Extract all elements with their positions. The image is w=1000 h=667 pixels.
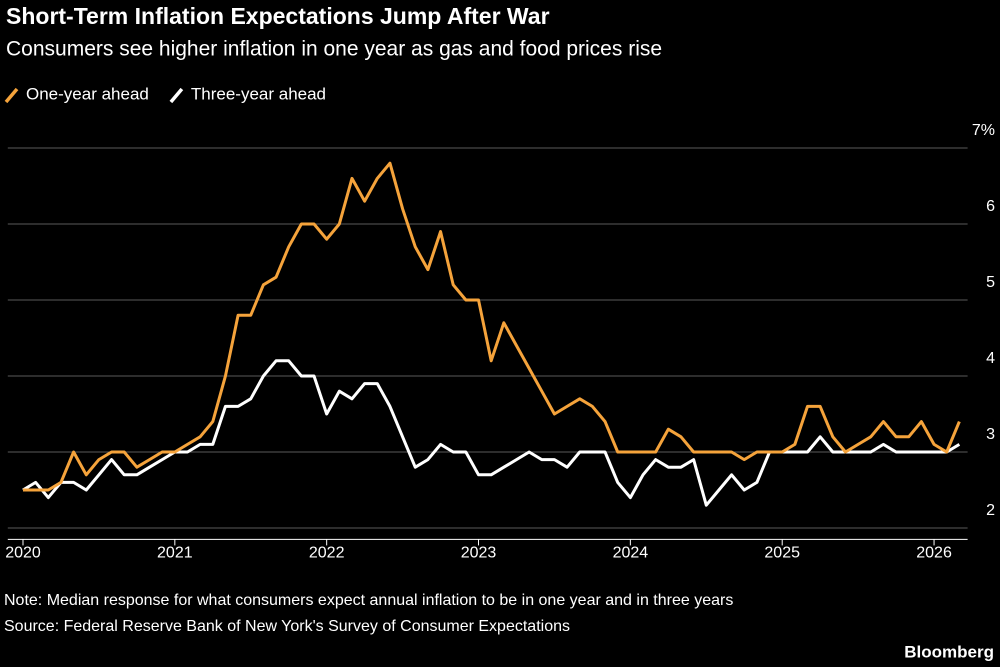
y-tick-label: 4 [986,350,995,367]
legend-label: One-year ahead [26,84,149,103]
y-tick-label: 3 [986,426,995,443]
credit: Bloomberg [904,642,994,661]
legend-label: Three-year ahead [191,84,326,103]
x-tick-label: 2021 [157,545,193,562]
chart-subtitle: Consumers see higher inflation in one ye… [6,38,662,61]
x-tick-label: 2025 [764,545,800,562]
chart-title: Short-Term Inflation Expectations Jump A… [6,3,550,29]
x-tick-label: 2026 [916,545,952,562]
x-tick-label: 2022 [309,545,345,562]
y-tick-label: 6 [986,198,995,215]
note: Note: Median response for what consumers… [4,592,733,609]
y-tick-label: 2 [986,502,995,519]
source: Source: Federal Reserve Bank of New York… [4,618,570,635]
legend-swatch [4,87,19,104]
y-tick-label: 5 [986,274,995,291]
x-tick-label: 2023 [461,545,497,562]
x-tick-label: 2024 [613,545,649,562]
x-tick-label: 2020 [5,545,41,562]
series-line [22,359,961,507]
y-tick-label: 7% [972,122,995,139]
legend-swatch [169,87,184,104]
series-line [22,161,961,492]
